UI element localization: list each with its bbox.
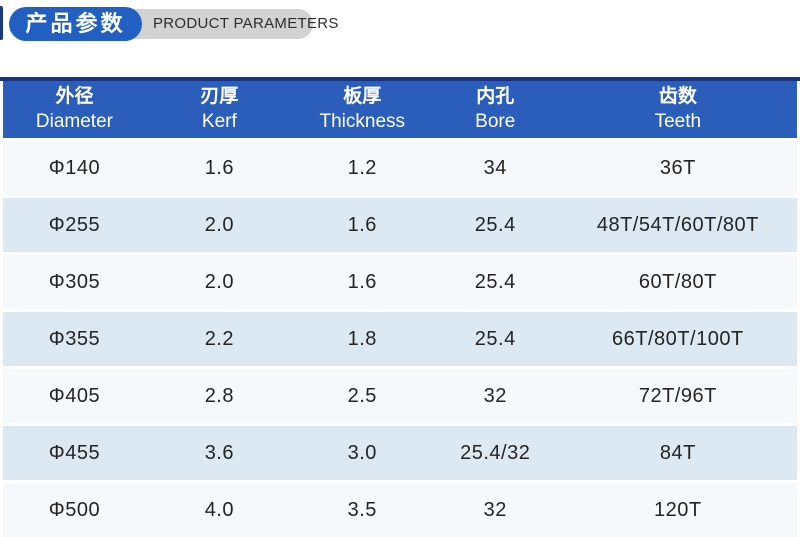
column-header-en: Diameter [35,110,113,132]
cell-teeth: 84T [659,441,696,464]
cell-teeth: 36T [659,156,696,179]
table-row: Φ305 2.0 1.6 25.4 60T/80T [3,255,797,309]
cell-kerf: 4.0 [204,498,234,521]
parameters-table: 外径 Diameter 刃厚 Kerf 板厚 Thickness 内孔 Bore… [3,81,797,537]
cell-bore: 25.4 [474,270,516,293]
cell-teeth: 72T/96T [638,384,717,407]
cell-kerf: 2.2 [204,327,234,350]
cell-thickness: 1.6 [347,270,377,293]
cell-diameter: Φ405 [48,384,101,407]
cell-thickness: 1.8 [347,327,377,350]
cell-thickness: 1.2 [347,156,377,179]
column-header-cn: 刃厚 [200,85,239,107]
section-title: PRODUCT PARAMETERS 产品参数 [0,0,800,77]
cell-diameter: Φ355 [48,327,101,350]
column-header-en: Teeth [654,110,702,132]
cell-thickness: 3.0 [347,441,377,464]
column-header-en: Thickness [319,110,406,132]
cell-thickness: 1.6 [347,213,377,236]
column-header-cn: 齿数 [658,85,697,107]
cell-kerf: 2.0 [204,213,234,236]
cell-diameter: Φ255 [48,213,101,236]
accent-bar [0,6,3,40]
cell-kerf: 1.6 [204,156,234,179]
table-row: Φ255 2.0 1.6 25.4 48T/54T/60T/80T [3,198,797,252]
cell-teeth: 120T [654,498,702,521]
column-header-cn: 外径 [55,85,94,107]
cell-diameter: Φ140 [48,156,101,179]
column-header-en: Bore [475,110,516,132]
table-row: Φ405 2.8 2.5 32 72T/96T [3,369,797,423]
cell-diameter: Φ500 [48,498,101,521]
cell-bore: 25.4 [474,327,516,350]
column-header-cn: 板厚 [343,85,382,107]
column-header-kerf: 刃厚 Kerf [146,81,293,138]
cell-kerf: 2.0 [204,270,234,293]
cell-diameter: Φ455 [48,441,101,464]
cell-bore: 25.4 [474,213,516,236]
column-header-bore: 内孔 Bore [432,81,559,138]
column-header-teeth: 齿数 Teeth [559,81,797,138]
table-row: Φ500 4.0 3.5 32 120T [3,483,797,537]
cell-teeth: 66T/80T/100T [612,327,744,350]
table-row: Φ455 3.6 3.0 25.4/32 84T [3,426,797,480]
cell-bore: 25.4/32 [460,441,531,464]
title-badge-cn: 产品参数 [9,7,142,41]
cell-teeth: 60T/80T [638,270,717,293]
cell-kerf: 2.8 [204,384,234,407]
cell-thickness: 3.5 [347,498,377,521]
column-header-thickness: 板厚 Thickness [293,81,432,138]
table-row: Φ140 1.6 1.2 34 36T [3,141,797,195]
title-en: PRODUCT PARAMETERS [153,15,339,32]
cell-kerf: 3.6 [204,441,234,464]
table-row: Φ355 2.2 1.8 25.4 66T/80T/100T [3,312,797,366]
column-header-diameter: 外径 Diameter [3,81,146,138]
cell-diameter: Φ305 [48,270,101,293]
table-header-row: 外径 Diameter 刃厚 Kerf 板厚 Thickness 内孔 Bore… [3,81,797,138]
cell-thickness: 2.5 [347,384,377,407]
cell-bore: 34 [483,156,507,179]
column-header-cn: 内孔 [476,85,515,107]
table-top-rule [0,77,800,81]
cell-teeth: 48T/54T/60T/80T [596,213,759,236]
cell-bore: 32 [483,384,507,407]
cell-bore: 32 [483,498,507,521]
column-header-en: Kerf [201,110,237,132]
